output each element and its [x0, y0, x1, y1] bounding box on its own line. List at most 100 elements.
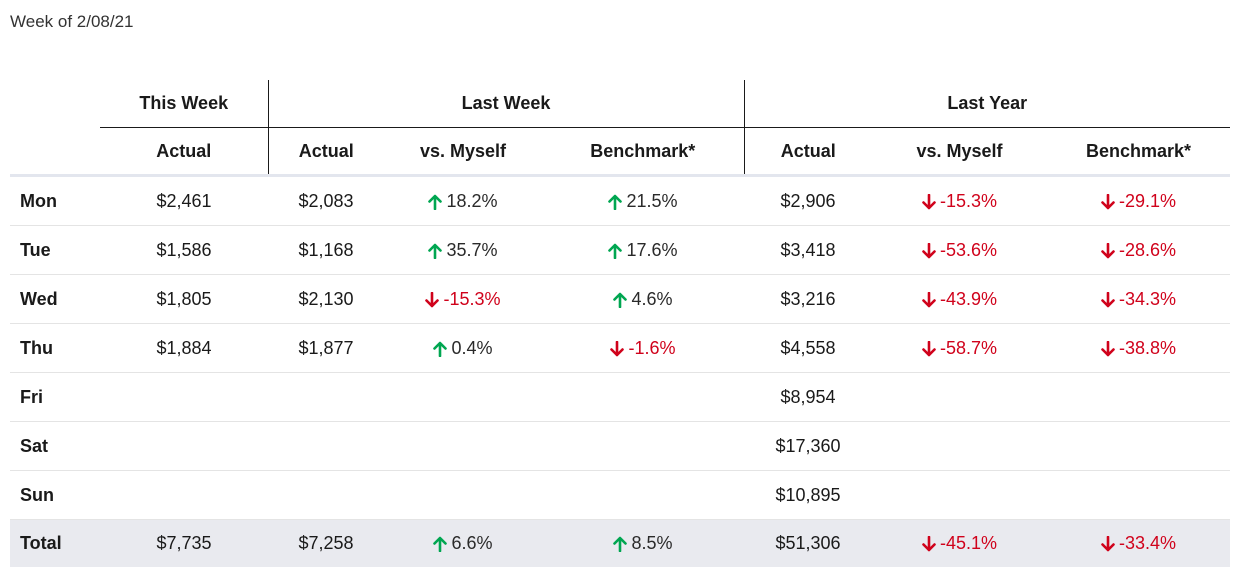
arrow-down-icon — [922, 291, 936, 307]
table-cell: $51,306 — [744, 519, 872, 567]
table-cell — [384, 470, 542, 520]
change-value-down: -34.3% — [1118, 288, 1177, 309]
table-cell — [100, 372, 268, 422]
table-cell — [100, 421, 268, 471]
table-cell: 6.6% — [384, 519, 542, 567]
group-header-last-week: Last Week — [267, 80, 744, 128]
table-cell: -1.6% — [542, 323, 744, 373]
table-cell — [268, 470, 384, 520]
table-cell: $2,083 — [268, 175, 384, 226]
table-cell — [542, 470, 744, 520]
column-header: vs. Myself — [872, 127, 1047, 177]
table-cell: $1,877 — [268, 323, 384, 373]
total-row: Total $7,735 $7,258 6.6% 8.5% $51,306 -45.1% -3… — [10, 519, 1231, 567]
column-header: Benchmark* — [1047, 127, 1231, 177]
table-cell: -58.7% — [872, 323, 1047, 373]
table-cell: $2,461 — [100, 175, 268, 226]
table-cell: $2,906 — [744, 175, 872, 226]
row-day-label: Tue — [10, 225, 100, 275]
column-header-row: Actual Actual vs. Myself Benchmark* Actu… — [10, 127, 1231, 177]
arrow-up-icon — [433, 536, 448, 552]
table-cell: $8,954 — [744, 372, 872, 422]
change-value-up: 6.6% — [451, 533, 493, 553]
table-cell: -28.6% — [1047, 225, 1231, 275]
change-value-down: -15.3% — [443, 288, 501, 309]
table-cell: -33.4% — [1047, 519, 1231, 567]
change-value-up: 4.6% — [631, 288, 673, 309]
table-row: Mon $2,461 $2,083 18.2% 21.5% $2,906 -15.3% -29… — [10, 175, 1231, 226]
table-cell: $1,884 — [100, 323, 268, 373]
table-row: Sun $10,895 — [10, 470, 1231, 520]
table-row: Wed $1,805 $2,130 -15.3% 4.6% $3,216 -43.9% -34… — [10, 274, 1231, 324]
table-cell: 8.5% — [542, 519, 744, 567]
arrow-up-icon — [613, 292, 628, 308]
table-cell: $3,216 — [744, 274, 872, 324]
row-day-label: Total — [10, 519, 100, 567]
table-cell: $1,586 — [100, 225, 268, 275]
change-value-down: -38.8% — [1118, 337, 1177, 358]
table-cell — [384, 421, 542, 471]
table-cell: -29.1% — [1047, 175, 1231, 226]
row-day-label: Sun — [10, 470, 100, 520]
table-cell: $17,360 — [744, 421, 872, 471]
change-value-up: 18.2% — [446, 190, 498, 211]
change-value-down: -33.4% — [1118, 533, 1177, 553]
table-cell: $10,895 — [744, 470, 872, 520]
table-cell: -45.1% — [872, 519, 1047, 567]
arrow-up-icon — [613, 536, 628, 552]
arrow-up-icon — [608, 243, 623, 259]
table-cell — [542, 372, 744, 422]
table-cell: -15.3% — [872, 175, 1047, 226]
change-value-up: 21.5% — [626, 190, 678, 211]
change-value-down: -15.3% — [939, 190, 998, 211]
header-blank — [10, 80, 100, 128]
table-cell: -43.9% — [872, 274, 1047, 324]
arrow-down-icon — [922, 242, 936, 258]
group-header-last-year: Last Year — [743, 80, 1231, 128]
table-cell: 17.6% — [542, 225, 744, 275]
table-cell — [1047, 421, 1231, 471]
table-cell: $3,418 — [744, 225, 872, 275]
table-cell: 18.2% — [384, 175, 542, 226]
table-cell — [384, 372, 542, 422]
header-blank — [10, 127, 100, 177]
arrow-down-icon — [922, 193, 936, 209]
row-day-label: Mon — [10, 175, 100, 226]
row-day-label: Thu — [10, 323, 100, 373]
arrow-down-icon — [1101, 291, 1115, 307]
arrow-up-icon — [608, 194, 623, 210]
arrow-down-icon — [1101, 193, 1115, 209]
table-cell: 35.7% — [384, 225, 542, 275]
table-cell — [542, 421, 744, 471]
table-cell: -38.8% — [1047, 323, 1231, 373]
change-value-down: -53.6% — [939, 239, 998, 260]
table-cell: $7,258 — [268, 519, 384, 567]
row-day-label: Sat — [10, 421, 100, 471]
arrow-down-icon — [610, 340, 625, 356]
group-header-row: This Week Last Week Last Year — [10, 80, 1231, 128]
arrow-down-icon — [922, 340, 936, 356]
table-cell: $1,168 — [268, 225, 384, 275]
arrow-down-icon — [1101, 340, 1115, 356]
table-cell: -34.3% — [1047, 274, 1231, 324]
column-header: Actual — [100, 127, 268, 177]
table-cell — [100, 470, 268, 520]
table-cell: 4.6% — [542, 274, 744, 324]
table-cell: $1,805 — [100, 274, 268, 324]
table-row: Tue $1,586 $1,168 35.7% 17.6% $3,418 -53.6% -28… — [10, 225, 1231, 275]
group-header-this-week: This Week — [100, 80, 268, 128]
change-value-down: -1.6% — [628, 337, 676, 358]
arrow-up-icon — [428, 243, 443, 259]
table-cell: 0.4% — [384, 323, 542, 373]
table-cell — [1047, 372, 1231, 422]
column-header: Actual — [743, 127, 872, 177]
week-title: Week of 2/08/21 — [10, 12, 134, 31]
table-row: Sat $17,360 — [10, 421, 1231, 471]
sales-table: This Week Last Week Last Year Actual Act… — [10, 80, 1231, 567]
table-cell — [268, 421, 384, 471]
arrow-down-icon — [1101, 242, 1115, 258]
column-header: Actual — [267, 127, 384, 177]
table-cell: $4,558 — [744, 323, 872, 373]
change-value-up: 0.4% — [451, 337, 493, 358]
table-row: Thu $1,884 $1,877 0.4% -1.6% $4,558 -58.7% -38.… — [10, 323, 1231, 373]
